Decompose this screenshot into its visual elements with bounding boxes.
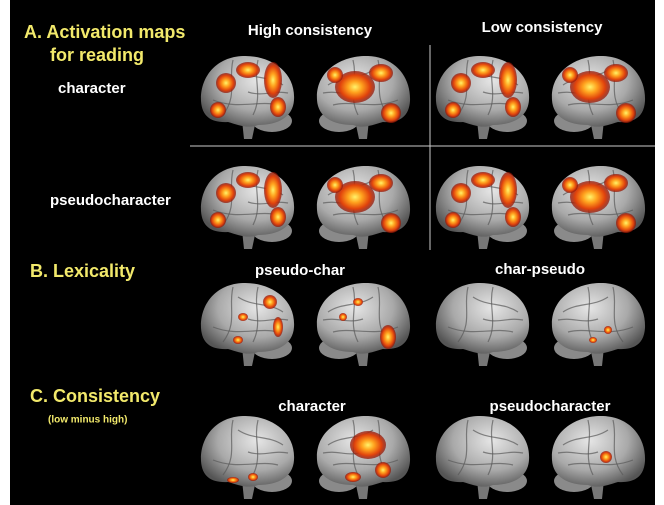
activation bbox=[264, 62, 282, 98]
activation bbox=[562, 67, 578, 83]
activation bbox=[505, 207, 521, 227]
activation bbox=[345, 472, 361, 482]
activation bbox=[589, 337, 597, 343]
activation bbox=[264, 172, 282, 208]
activation bbox=[604, 326, 612, 334]
activation bbox=[248, 473, 258, 481]
activation bbox=[238, 313, 248, 321]
activation bbox=[616, 213, 636, 233]
page: {"panel_a": {"title_lines": ["A. Activat… bbox=[0, 0, 664, 505]
column-label: char-pseudo bbox=[495, 261, 585, 278]
activation bbox=[216, 183, 236, 203]
activation bbox=[375, 462, 391, 478]
activation bbox=[327, 177, 343, 193]
row-label: pseudocharacter bbox=[50, 192, 171, 209]
activation bbox=[273, 317, 283, 337]
activation bbox=[445, 212, 461, 228]
activation bbox=[471, 172, 495, 188]
activation bbox=[369, 64, 393, 82]
activation bbox=[233, 336, 243, 344]
activation bbox=[471, 62, 495, 78]
activation bbox=[270, 207, 286, 227]
activation bbox=[445, 102, 461, 118]
column-label: Low consistency bbox=[482, 19, 604, 36]
activation bbox=[236, 62, 260, 78]
panel-title: C. Consistency bbox=[30, 386, 160, 406]
activation bbox=[327, 67, 343, 83]
activation bbox=[616, 103, 636, 123]
column-label: pseudo-char bbox=[255, 262, 345, 279]
activation bbox=[562, 177, 578, 193]
activation bbox=[369, 174, 393, 192]
activation bbox=[499, 172, 517, 208]
activation bbox=[227, 477, 239, 483]
activation bbox=[270, 97, 286, 117]
column-label: pseudocharacter bbox=[490, 398, 611, 415]
panel-title: for reading bbox=[50, 45, 144, 65]
activation bbox=[236, 172, 260, 188]
activation bbox=[451, 73, 471, 93]
row-label: character bbox=[58, 80, 126, 97]
activation bbox=[216, 73, 236, 93]
activation bbox=[604, 174, 628, 192]
column-label: character bbox=[278, 398, 346, 415]
activation bbox=[339, 313, 347, 321]
activation bbox=[353, 298, 363, 306]
activation bbox=[381, 213, 401, 233]
activation bbox=[600, 451, 612, 463]
activation bbox=[451, 183, 471, 203]
activation bbox=[381, 103, 401, 123]
figure: A. Activation maps for reading High cons… bbox=[0, 0, 664, 505]
activation bbox=[263, 295, 277, 309]
activation bbox=[210, 102, 226, 118]
activation bbox=[604, 64, 628, 82]
activation bbox=[499, 62, 517, 98]
activation bbox=[380, 325, 396, 349]
panel-title: B. Lexicality bbox=[30, 261, 135, 281]
activation bbox=[210, 212, 226, 228]
panel-title: A. Activation maps bbox=[24, 22, 185, 42]
activation bbox=[505, 97, 521, 117]
panel-subtitle: (low minus high) bbox=[48, 415, 127, 426]
activation bbox=[350, 431, 386, 459]
column-label: High consistency bbox=[248, 22, 373, 39]
